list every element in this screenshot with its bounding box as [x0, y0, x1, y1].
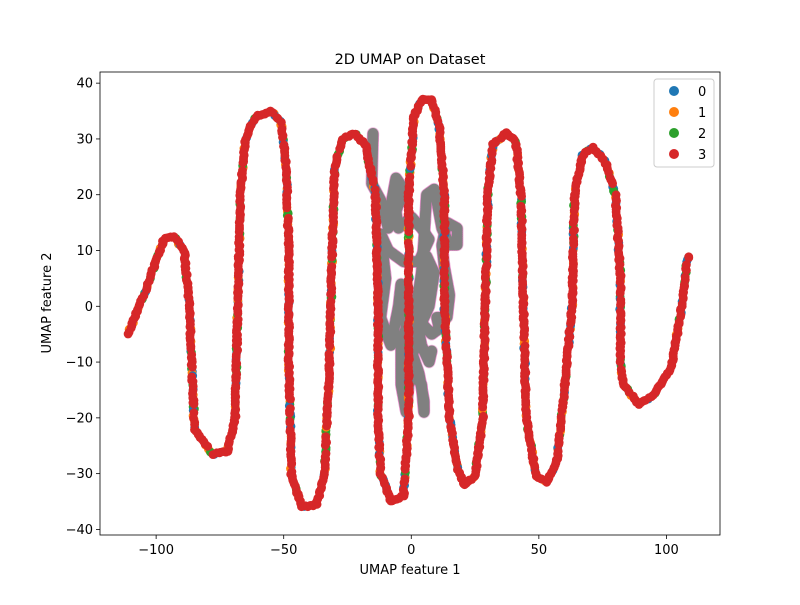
x-axis-ticks: −100 −50 0 50 100 — [138, 535, 679, 558]
y-tick-label: 30 — [76, 132, 93, 147]
scatter-point-class-3 — [570, 225, 579, 235]
x-tick-label: −50 — [270, 543, 297, 558]
legend-label-3: 3 — [698, 148, 706, 163]
scatter-point-class-3 — [487, 156, 497, 165]
y-tick-label: 20 — [76, 188, 93, 203]
x-tick-label: 0 — [407, 543, 415, 558]
y-axis-label: UMAP feature 2 — [40, 253, 55, 354]
scatter-point-class-3 — [482, 226, 492, 235]
scatter-point-class-3 — [403, 275, 413, 285]
scatter-point-class-3 — [398, 485, 408, 495]
legend-box — [653, 78, 715, 168]
scatter-point-class-3 — [452, 458, 462, 468]
x-tick-label: −100 — [138, 543, 174, 558]
y-tick-label: 10 — [76, 244, 93, 259]
y-tick-label: 0 — [85, 300, 93, 315]
scatter-point-class-3 — [285, 408, 294, 418]
scatter-point-class-3 — [372, 238, 382, 247]
scatter-point-class-3 — [368, 177, 378, 187]
scatter-point-class-3 — [285, 418, 295, 428]
scatter-point-class-3 — [287, 460, 296, 469]
scatter-point-class-3 — [233, 300, 243, 310]
scatter-point-class-3 — [278, 132, 287, 142]
scatter-point-class-3 — [375, 444, 385, 453]
gray-trace-point — [426, 345, 438, 357]
y-tick-label: −20 — [66, 411, 93, 426]
scatter-point-class-3 — [321, 432, 331, 441]
scatter-point-class-3 — [188, 362, 197, 372]
scatter-point-class-3 — [403, 238, 413, 248]
scatter-point-class-3 — [442, 334, 451, 343]
legend: 0 1 2 3 — [653, 78, 715, 168]
legend-label-1: 1 — [698, 106, 706, 121]
scatter-point-class-3 — [400, 474, 410, 484]
scatter-point-class-3 — [325, 318, 335, 328]
plot-frame — [99, 71, 721, 536]
legend-label-2: 2 — [698, 127, 706, 142]
legend-label-0: 0 — [698, 85, 706, 100]
scatter-point-class-3 — [404, 396, 414, 405]
scatter-point-class-3 — [440, 279, 450, 289]
x-axis-label: UMAP feature 1 — [360, 563, 461, 578]
y-tick-label: −40 — [66, 523, 93, 538]
scatter-point-class-3 — [616, 300, 625, 310]
scatter-point-class-3 — [565, 325, 575, 335]
scatter-point-class-3 — [556, 412, 566, 422]
scatter-point-class-3 — [233, 315, 243, 324]
scatter-point-class-3 — [615, 288, 625, 298]
scatter-point-class-3 — [608, 179, 617, 189]
y-tick-label: −30 — [66, 467, 93, 482]
scatter-point-class-3 — [682, 260, 691, 270]
scatter-point-class-3 — [517, 191, 526, 201]
scatter-point-class-3 — [569, 234, 578, 244]
scatter-point-class-3 — [684, 252, 694, 262]
scatter-point-class-3 — [680, 272, 690, 282]
y-tick-label: −10 — [66, 356, 93, 371]
scatter-point-class-3 — [448, 428, 457, 438]
scatter-point-class-3 — [321, 449, 331, 458]
scatter-point-class-3 — [519, 333, 529, 342]
x-tick-label: 50 — [531, 543, 548, 558]
chart-title: 2D UMAP on Dataset — [335, 52, 486, 68]
scatter-point-class-3 — [282, 203, 292, 213]
scatter-point-class-3 — [615, 357, 625, 367]
legend-marker-2 — [669, 128, 679, 138]
scatter-point-class-3 — [238, 166, 247, 175]
scatter-point-class-3 — [286, 394, 295, 404]
scatter-point-class-3 — [445, 415, 454, 425]
legend-marker-1 — [669, 107, 679, 117]
scatter-point-class-3 — [326, 297, 336, 306]
scatter-point-class-3 — [441, 327, 451, 337]
y-axis-ticks: −40 −30 −20 −10 0 10 20 30 40 — [66, 77, 100, 538]
y-tick-label: 40 — [76, 77, 93, 92]
scatter-points-layer — [123, 94, 694, 512]
scatter-point-class-3 — [482, 260, 492, 270]
scatter-point-class-3 — [569, 212, 579, 222]
scatter-point-class-3 — [189, 399, 199, 409]
scatter-point-class-3 — [323, 389, 333, 399]
legend-marker-3 — [669, 149, 679, 159]
scatter-point-class-3 — [327, 262, 337, 271]
scatter-point-class-3 — [407, 147, 417, 156]
scatter-point-class-3 — [203, 441, 213, 451]
scatter-point-class-3 — [440, 227, 450, 236]
scatter-point-class-3 — [487, 146, 497, 156]
scatter-point-class-3 — [405, 172, 415, 182]
scatter-point-class-3 — [332, 152, 342, 162]
scatter-point-class-3 — [479, 411, 488, 421]
scatter-point-class-3 — [324, 349, 334, 359]
legend-marker-0 — [669, 86, 679, 96]
scatter-point-class-3 — [553, 446, 563, 456]
scatter-point-class-3 — [406, 161, 416, 171]
x-tick-label: 100 — [654, 543, 679, 558]
scatter-point-class-3 — [568, 247, 578, 257]
